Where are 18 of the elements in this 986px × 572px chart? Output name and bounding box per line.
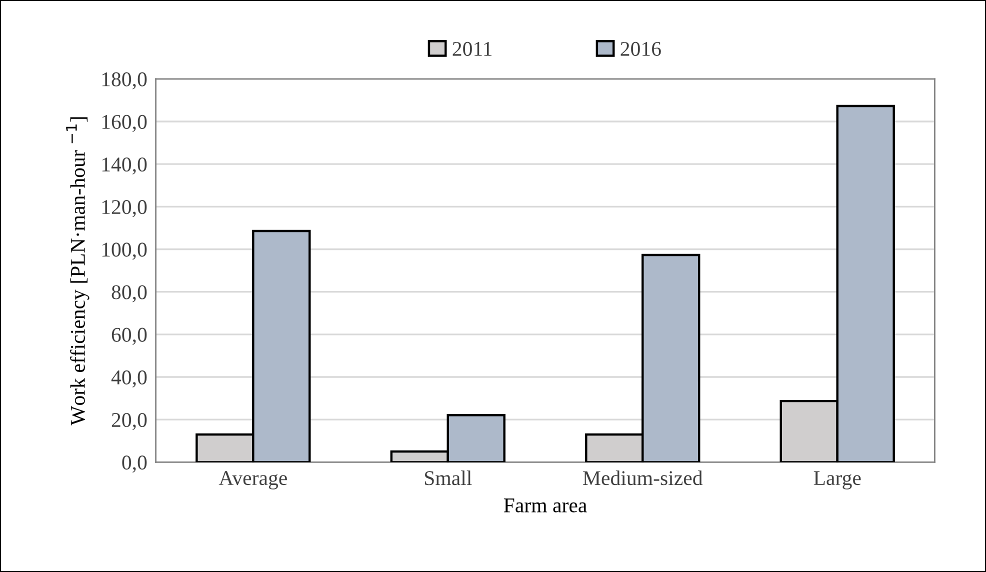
y-tick-label: 0,0 bbox=[122, 456, 147, 473]
x-tick-label: Average bbox=[218, 471, 287, 490]
y-tick-label: 40,0 bbox=[111, 370, 147, 388]
y-tick-label: 60,0 bbox=[112, 328, 147, 345]
y-tick-label: 80,0 bbox=[112, 285, 147, 302]
legend-label: 2016 bbox=[620, 42, 661, 56]
y-tick-label: 100,0 bbox=[102, 242, 147, 260]
x-tick-label: Small bbox=[424, 470, 472, 486]
y-tick-label: 160,0 bbox=[102, 114, 147, 132]
y-axis-title: Work efficiency [PLN·man-hour $^{−1}$] bbox=[66, 117, 90, 426]
y-tick-label: 180,0 bbox=[102, 72, 147, 90]
x-tick-label: Large bbox=[814, 471, 861, 490]
y-tick-label: 120,0 bbox=[102, 200, 147, 218]
y-tick-label: 140,0 bbox=[102, 157, 147, 175]
x-axis-title: Farm area bbox=[504, 498, 587, 512]
x-tick-label: Medium-sized bbox=[583, 470, 703, 486]
legend-label: 2011 bbox=[452, 42, 492, 56]
y-tick-label: 20,0 bbox=[112, 412, 147, 430]
